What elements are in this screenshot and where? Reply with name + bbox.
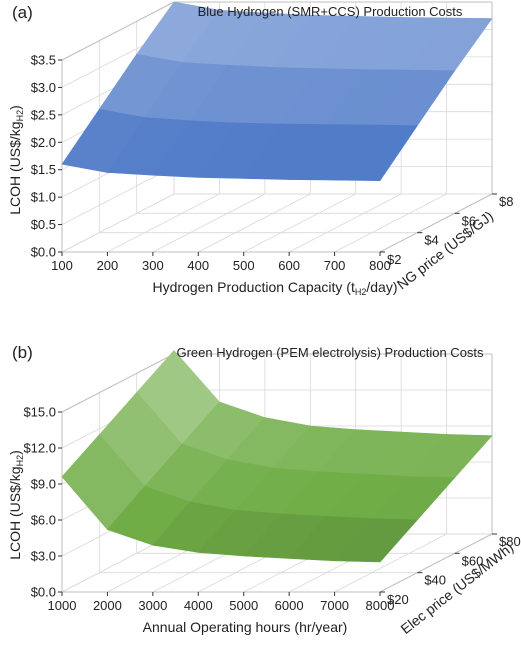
x-axis-label: Hydrogen Production Capacity (tH2/day) [153,279,398,297]
panel-label: (b) [12,343,33,362]
frame-edge [61,1,175,61]
y-tick-label: $0.0 [31,245,56,260]
depth-tick-label: $60 [462,553,484,568]
chart-title: Green Hydrogen (PEM electrolysis) Produc… [176,345,484,360]
y-axis-label-part: LCOH (US$/kg [7,121,23,214]
x-tick-label: 800 [369,258,391,273]
x-tick-label: 6000 [275,598,304,613]
x-tick-label: 200 [97,258,119,273]
frame-edge [61,353,175,413]
axis-frame [61,1,493,253]
x-tick-label: 7000 [320,598,349,613]
panel-b: $0.0 $3.0 $6.0 $9.0 $12.0 $15.0 1000 2000 3000 40… [7,343,521,637]
depth-tick-label: $20 [387,592,409,607]
x-tick-label: 400 [187,258,209,273]
x-tick-label: 8000 [366,598,395,613]
x-tick-label: 700 [324,258,346,273]
x-tick-label: 100 [51,258,73,273]
y-tick-label: $3.0 [31,80,56,95]
chart-title: Blue Hydrogen (SMR+CCS) Production Costs [198,4,463,19]
y-tick-label: $2.5 [31,107,56,122]
depth-tick-label: $40 [424,573,446,588]
y-axis-label-part: H2 [15,110,25,122]
depth-tick-label: $2 [387,252,401,267]
x-axis-label-part: H2 [355,287,367,297]
x-axis-label: Annual Operating hours (hr/year) [143,619,348,635]
x-tick-label: 4000 [184,598,213,613]
panel-label: (a) [12,3,33,22]
surface-patch [333,518,418,563]
surface-patch [334,124,418,182]
y-axis-label: LCOH (US$/kgH2) [7,105,25,215]
y-tick-label: $1.5 [31,162,56,177]
panel-a: $0.0 $0.5 $1.0 $1.5 $2.0 $2.5 $3.0 $3.5 100 200 30… [7,1,513,297]
y-axis-label-part: ) [7,450,23,455]
surface [61,349,493,563]
y-axis-label-part: ) [7,105,23,110]
frame-edge [379,533,493,593]
x-tick-label: 600 [278,258,300,273]
depth-tick-label: $6 [462,213,476,228]
x-tick-label: 3000 [138,598,167,613]
depth-axis-label: NG price (US$/GJ) [394,208,496,293]
depth-tick-label: $4 [424,233,438,248]
y-axis-label-part: H2 [15,455,25,467]
y-axis-label: LCOH (US$/kgH2) [7,450,25,560]
y-tick-label: $15.0 [23,405,56,420]
x-tick-label: 2000 [93,598,122,613]
y-tick-label: $3.0 [31,549,56,564]
depth-tick-label: $80 [499,534,521,549]
x-tick-label: 500 [233,258,255,273]
y-tick-label: $6.0 [31,513,56,528]
x-tick-label: 5000 [229,598,258,613]
depth-gridline [98,40,418,234]
y-tick-label: $2.0 [31,135,56,150]
y-tick-label: $0.0 [31,585,56,600]
y-tick-label: $3.5 [31,53,56,68]
y-tick-label: $9.0 [31,477,56,492]
y-tick-label: $0.5 [31,217,56,232]
x-axis-label-part: Annual Operating hours (hr/year) [143,619,348,635]
depth-tick-label: $8 [499,194,513,209]
y-tick-label: $12.0 [23,441,56,456]
y-tick-label: $1.0 [31,190,56,205]
y-axis-label-part: LCOH (US$/kg [7,466,23,559]
axis-frame [61,353,493,593]
x-axis-label-part: Hydrogen Production Capacity (t [153,279,355,295]
surface [61,1,493,182]
y-gridline [61,353,492,413]
x-axis-label-part: /day) [366,279,397,295]
frame-edge [379,193,493,253]
x-tick-label: 1000 [48,598,77,613]
x-tick-label: 300 [142,258,164,273]
